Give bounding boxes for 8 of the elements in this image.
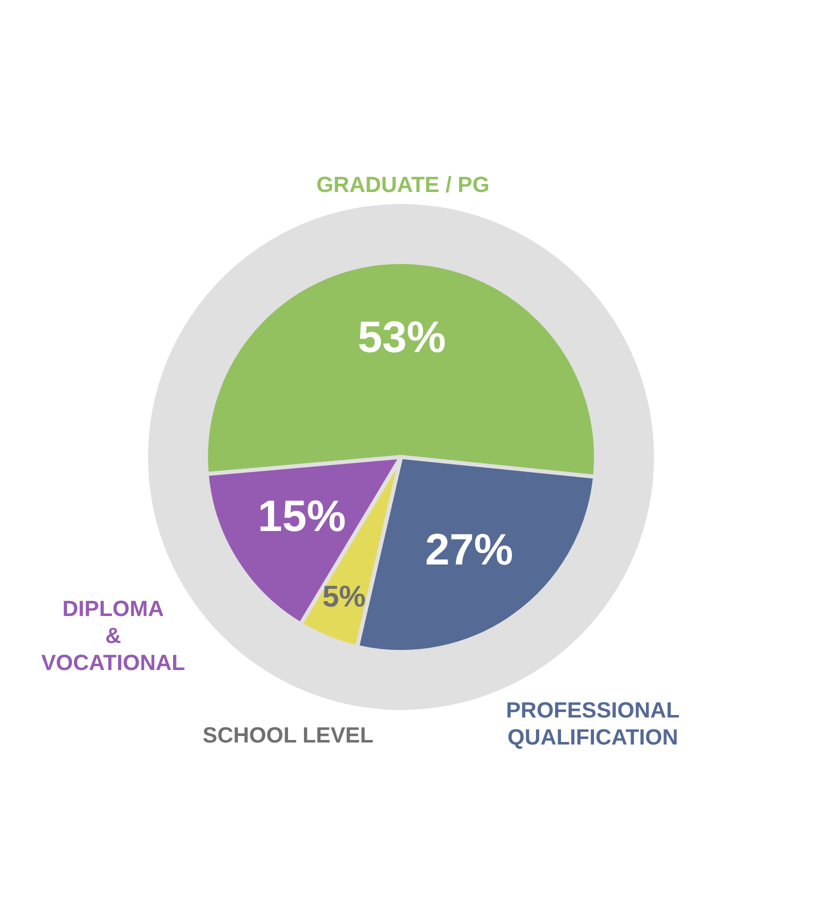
data-label: 15% (258, 492, 346, 542)
data-label: 27% (425, 525, 514, 574)
data-label: 5% (322, 580, 366, 614)
slice-label: GRADUATE / PG (316, 172, 490, 197)
data-label: 53% (358, 313, 446, 362)
slice-label: PROFESSIONAL QUALIFICATION (506, 697, 680, 750)
slice-label: SCHOOL LEVEL (202, 722, 374, 748)
slice-label: DIPLOMA & VOCATIONAL (41, 596, 186, 675)
